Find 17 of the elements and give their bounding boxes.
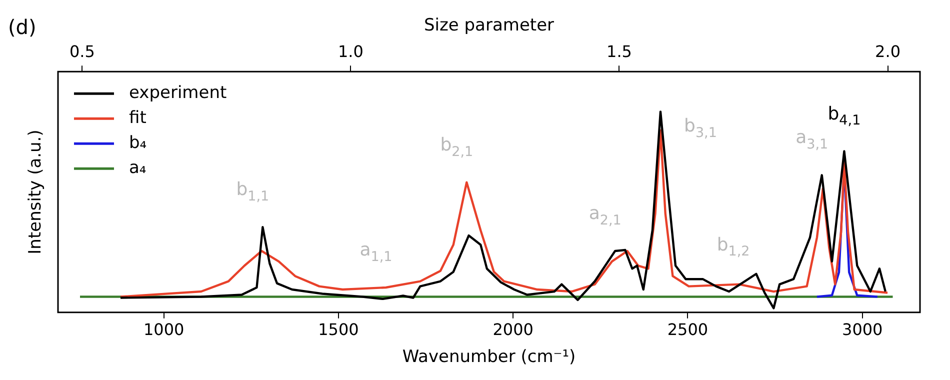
x-tick-label: 1000: [143, 320, 184, 340]
x-tick-label: 3000: [842, 320, 883, 340]
legend-label: fit: [129, 108, 147, 128]
x-axis-title: Wavenumber (cm⁻¹): [402, 347, 576, 368]
x2-tick-label: 1.5: [606, 42, 632, 62]
x2-axis-title: Size parameter: [424, 16, 554, 36]
x-tick-label: 2500: [667, 320, 708, 340]
y-axis-title: Intensity (a.u.): [25, 130, 46, 254]
x2-tick-label: 0.5: [69, 42, 95, 62]
legend-label: a₄: [129, 158, 146, 178]
legend-label: b₄: [129, 133, 147, 154]
text: (d): [8, 15, 36, 39]
x2-tick-label: 1.0: [338, 42, 364, 62]
x2-tick-label: 2.0: [875, 42, 900, 62]
x-tick-label: 1500: [318, 320, 359, 340]
x-tick-label: 2000: [492, 320, 534, 340]
legend-label: experiment: [129, 83, 227, 104]
